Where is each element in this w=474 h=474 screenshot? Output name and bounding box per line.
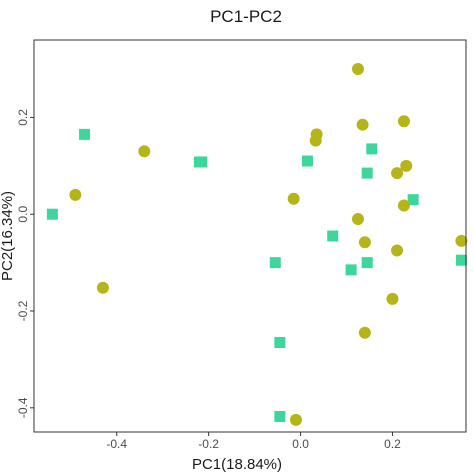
y-tick-label: 0.2 bbox=[16, 109, 30, 126]
x-tick-label: 0.2 bbox=[384, 437, 401, 451]
circle-data-point bbox=[138, 145, 151, 158]
circle-data-point bbox=[386, 292, 399, 305]
square-data-point bbox=[407, 194, 419, 206]
circle-data-point bbox=[287, 192, 300, 205]
axis-ticks: -0.4 -0.2 0.0 0.2 -0.4 -0.2 0.0 0.2 bbox=[16, 109, 401, 451]
square-data-point bbox=[361, 167, 373, 179]
chart-title: PC1-PC2 bbox=[210, 7, 282, 26]
circle-data-point bbox=[358, 236, 371, 249]
data-points bbox=[46, 63, 468, 426]
square-data-point bbox=[269, 257, 281, 269]
circle-data-point bbox=[397, 199, 410, 212]
circle-data-point bbox=[397, 115, 410, 128]
circle-data-point bbox=[400, 159, 413, 172]
square-data-point bbox=[455, 254, 467, 266]
square-data-point bbox=[345, 264, 357, 276]
circle-data-point bbox=[289, 413, 302, 426]
x-tick-label: 0.0 bbox=[292, 437, 309, 451]
square-data-point bbox=[79, 128, 91, 140]
y-tick-label: -0.2 bbox=[16, 300, 30, 321]
x-tick-label: -0.2 bbox=[198, 437, 219, 451]
circle-data-point bbox=[356, 118, 369, 131]
circle-data-point bbox=[352, 63, 364, 76]
circle-data-point bbox=[455, 234, 468, 247]
circle-data-point bbox=[391, 244, 404, 257]
y-tick-label: 0.0 bbox=[16, 206, 30, 223]
square-data-point bbox=[193, 156, 205, 168]
circle-data-point bbox=[358, 326, 371, 339]
y-axis-title: PC2(16.34%) bbox=[0, 191, 16, 281]
circle-data-point bbox=[309, 134, 322, 147]
square-data-point bbox=[361, 257, 373, 269]
square-data-point bbox=[274, 411, 286, 423]
square-data-point bbox=[274, 336, 286, 348]
square-data-point bbox=[301, 155, 313, 167]
y-tick-label: -0.4 bbox=[16, 397, 30, 418]
circle-data-point bbox=[391, 167, 404, 180]
circle-data-point bbox=[96, 281, 109, 294]
x-tick-label: -0.4 bbox=[106, 437, 127, 451]
square-data-point bbox=[46, 208, 58, 220]
circle-data-point bbox=[352, 213, 364, 226]
plot-panel-border bbox=[33, 39, 467, 433]
circle-data-point bbox=[69, 188, 82, 201]
square-data-point bbox=[366, 143, 378, 155]
square-data-point bbox=[327, 230, 339, 242]
x-axis-title: PC1(18.84%) bbox=[192, 456, 282, 473]
